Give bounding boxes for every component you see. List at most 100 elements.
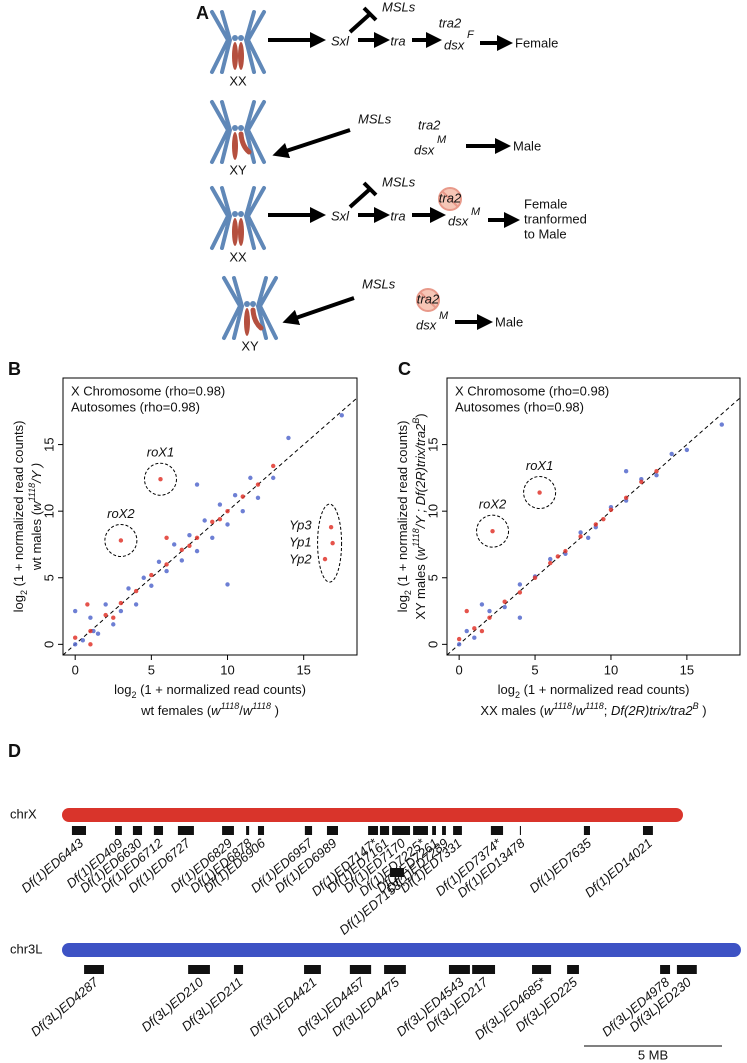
point — [202, 518, 207, 523]
annotation: Yp3 — [289, 518, 312, 533]
point — [72, 642, 78, 647]
annotation-circle — [143, 462, 177, 496]
point — [194, 535, 200, 541]
legend-label: Autosomes (rho=0.98) — [455, 399, 584, 414]
point — [88, 628, 93, 634]
y-tick-label: 0 — [41, 641, 56, 648]
axis-title-part: wt females ( — [140, 703, 212, 718]
axis-title-part: (1 + normalized read counts) — [11, 421, 26, 590]
isoform: F — [467, 29, 475, 41]
point — [103, 612, 108, 618]
chromosome-bar — [62, 943, 741, 957]
point — [555, 554, 561, 559]
karyotype-icon — [210, 186, 266, 250]
panel-label: C — [398, 359, 411, 379]
point — [133, 588, 139, 594]
point — [91, 628, 96, 634]
axis-title-part: ) — [413, 413, 428, 417]
plot-frame — [62, 377, 358, 656]
axis-title-part: 1118 — [252, 701, 271, 711]
point — [719, 422, 724, 427]
point — [517, 590, 523, 595]
axis-title-part: 1118 — [27, 483, 37, 502]
y-tick-label: 15 — [41, 437, 56, 451]
point — [217, 502, 223, 507]
axis-title-part: log — [395, 595, 410, 612]
axis-title-part: B — [411, 418, 421, 424]
point — [271, 475, 276, 481]
outcome: to Male — [524, 226, 567, 241]
deficiency-label: Df(1)ED14021 — [582, 835, 655, 900]
outcome: Male — [513, 138, 541, 153]
gene: tra — [390, 208, 405, 223]
point — [164, 535, 169, 541]
point — [328, 524, 334, 530]
karyotype-icon — [212, 102, 264, 162]
legend-label: X Chromosome (rho=0.98) — [71, 383, 225, 398]
gene: tra2 — [439, 15, 462, 30]
gene: tra2 — [417, 291, 440, 306]
point — [654, 469, 659, 474]
annotation: roX1 — [526, 458, 553, 473]
point — [490, 528, 495, 534]
annotation: Yp2 — [289, 552, 312, 567]
point — [194, 548, 200, 554]
axis-title-part: 1118 — [411, 528, 421, 547]
axis-title: wt females (w1118/w1118 ) — [140, 701, 279, 718]
annotation: Yp1 — [289, 535, 311, 550]
annotation: roX1 — [147, 445, 174, 460]
gene: dsx — [448, 213, 469, 228]
deficiency — [432, 826, 436, 835]
deficiency — [389, 868, 404, 877]
point — [502, 604, 507, 610]
point — [608, 507, 614, 513]
deficiency — [384, 965, 406, 974]
deficiency — [71, 826, 87, 835]
point — [255, 482, 261, 487]
axis-title-part: XY males ( — [413, 556, 428, 620]
deficiency — [222, 826, 234, 835]
point — [623, 469, 629, 474]
point — [654, 473, 659, 478]
axis-title-part: w — [576, 703, 587, 718]
deficiency — [379, 826, 390, 835]
point — [271, 463, 276, 469]
y-tick-label: 0 — [425, 641, 440, 648]
deficiency — [188, 965, 210, 974]
point — [210, 519, 215, 525]
deficiency — [490, 826, 504, 835]
identity-line — [62, 397, 358, 656]
deficiency — [153, 826, 164, 835]
identity-line — [446, 397, 741, 656]
point — [103, 602, 108, 607]
axis-title-part: /Y ) — [29, 463, 44, 484]
axis-title-part: w — [211, 703, 222, 718]
gene: tra2 — [418, 117, 441, 132]
annotation-circle — [523, 476, 557, 510]
point — [225, 508, 230, 514]
x-tick-label: 0 — [72, 662, 79, 677]
chromosome-name: chr3L — [10, 941, 43, 956]
point — [187, 532, 192, 538]
point — [172, 542, 177, 547]
point — [684, 447, 690, 453]
axis-title-part: / — [239, 703, 243, 718]
outcome: tranformed — [524, 211, 587, 226]
axis-title-part: (1 + normalized read counts) — [395, 421, 410, 590]
regulator: MSLs — [382, 0, 416, 14]
axis-title-part: w — [544, 703, 555, 718]
point — [88, 615, 93, 620]
y-tick-label: 5 — [425, 574, 440, 581]
y-tick-label: 10 — [425, 504, 440, 518]
point — [88, 642, 93, 647]
y-tick-label: 10 — [41, 504, 56, 518]
axis-title: XX males (w1118/w1118; Df(2R)trix/tra2B … — [480, 701, 706, 718]
point — [133, 602, 139, 607]
point — [248, 475, 253, 481]
x-tick-label: 15 — [680, 662, 694, 677]
annotation: roX2 — [479, 497, 507, 512]
panel-label: A — [196, 3, 209, 23]
x-tick-label: 5 — [148, 662, 155, 677]
regulator: MSLs — [382, 174, 416, 189]
